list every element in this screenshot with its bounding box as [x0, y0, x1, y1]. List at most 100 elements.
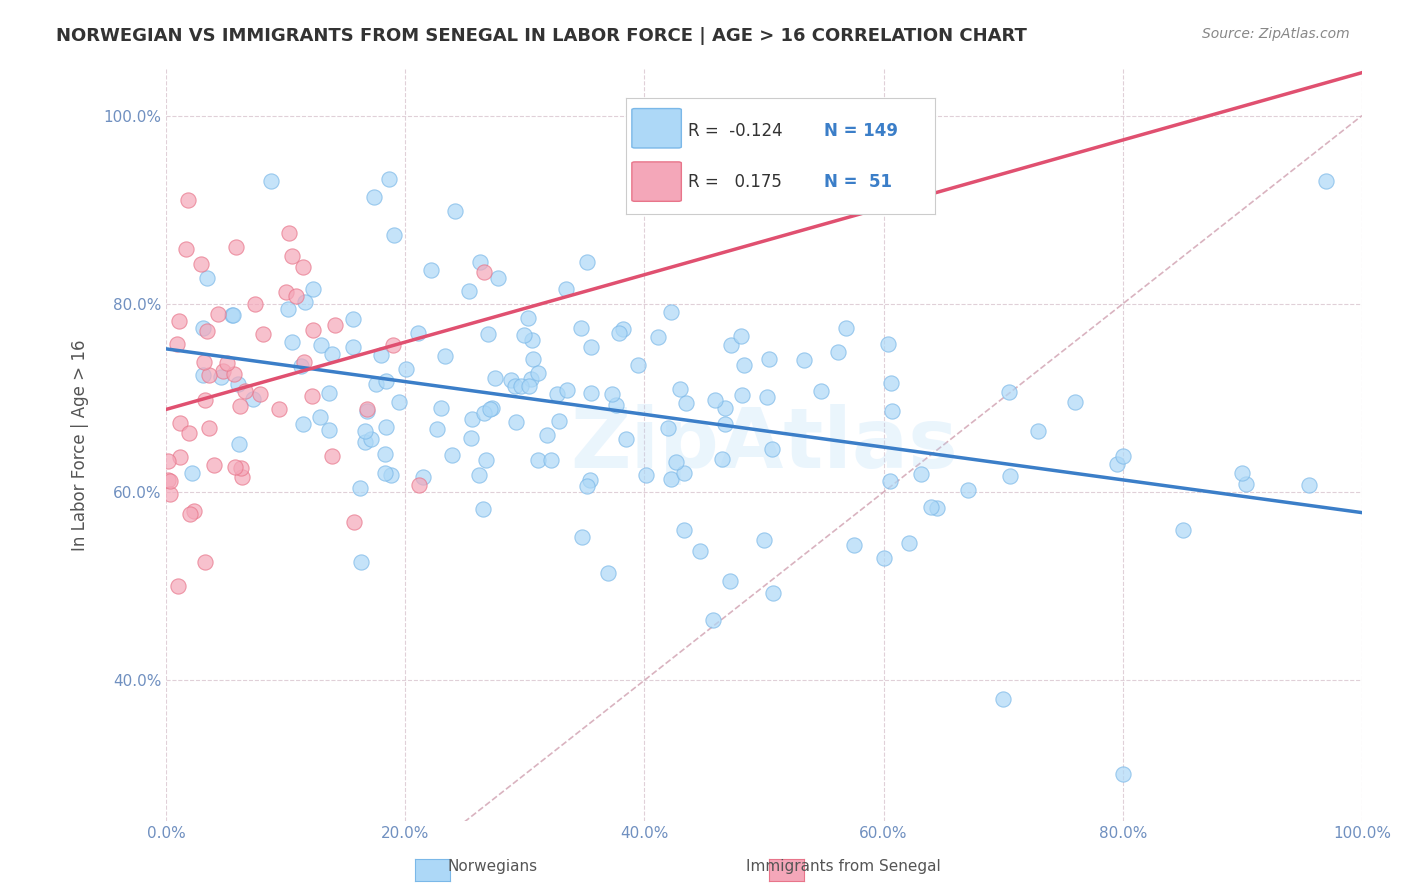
Norwegians — [1063, 394, 1085, 409]
Norwegians — [281, 334, 304, 349]
Immigrants from Senegal — [198, 368, 221, 382]
Text: N = 149: N = 149 — [824, 121, 897, 139]
Norwegians — [419, 263, 441, 277]
Immigrants from Senegal — [281, 249, 304, 263]
Norwegians — [375, 420, 398, 434]
Immigrants from Senegal — [159, 487, 181, 501]
Norwegians — [191, 368, 214, 382]
Immigrants from Senegal — [274, 285, 297, 299]
Norwegians — [877, 336, 900, 351]
Immigrants from Senegal — [207, 307, 229, 321]
Norwegians — [665, 455, 688, 469]
Immigrants from Senegal — [156, 454, 179, 468]
Norwegians — [364, 377, 387, 392]
Norwegians — [872, 550, 894, 565]
Norwegians — [536, 428, 558, 442]
Norwegians — [527, 366, 550, 380]
Norwegians — [440, 448, 463, 462]
Immigrants from Senegal — [169, 450, 191, 465]
Text: Norwegians: Norwegians — [447, 859, 537, 874]
Immigrants from Senegal — [225, 240, 247, 254]
Immigrants from Senegal — [197, 421, 219, 435]
Immigrants from Senegal — [243, 297, 266, 311]
Text: NORWEGIAN VS IMMIGRANTS FROM SENEGAL IN LABOR FORCE | AGE > 16 CORRELATION CHART: NORWEGIAN VS IMMIGRANTS FROM SENEGAL IN … — [56, 27, 1028, 45]
Norwegians — [993, 692, 1015, 706]
Norwegians — [430, 401, 453, 416]
Immigrants from Senegal — [169, 313, 191, 327]
Norwegians — [461, 412, 484, 426]
Norwegians — [517, 378, 540, 392]
Norwegians — [672, 523, 695, 537]
Norwegians — [675, 396, 697, 410]
Norwegians — [479, 402, 502, 417]
Immigrants from Senegal — [301, 323, 323, 337]
Norwegians — [998, 469, 1021, 483]
Immigrants from Senegal — [193, 355, 215, 369]
Norwegians — [1112, 449, 1135, 463]
Norwegians — [520, 371, 543, 385]
Norwegians — [426, 422, 449, 436]
Norwegians — [363, 189, 385, 203]
Norwegians — [842, 539, 865, 553]
Immigrants from Senegal — [233, 384, 256, 398]
Immigrants from Senegal — [291, 260, 314, 275]
Norwegians — [555, 383, 578, 397]
Immigrants from Senegal — [183, 504, 205, 518]
Norwegians — [546, 387, 568, 401]
Norwegians — [342, 340, 364, 354]
Norwegians — [517, 311, 540, 326]
Norwegians — [321, 347, 343, 361]
Norwegians — [578, 473, 600, 487]
Norwegians — [758, 351, 780, 366]
Immigrants from Senegal — [194, 393, 217, 408]
Norwegians — [596, 566, 619, 581]
Norwegians — [388, 394, 411, 409]
Immigrants from Senegal — [292, 355, 315, 369]
Norwegians — [579, 340, 602, 354]
Norwegians — [702, 613, 724, 627]
Immigrants from Senegal — [343, 515, 366, 529]
Norwegians — [505, 415, 527, 429]
Norwegians — [925, 501, 948, 516]
Immigrants from Senegal — [278, 227, 301, 241]
Norwegians — [474, 452, 496, 467]
Immigrants from Senegal — [176, 242, 198, 256]
Norwegians — [997, 384, 1019, 399]
Norwegians — [460, 431, 482, 445]
Norwegians — [793, 352, 815, 367]
Norwegians — [468, 254, 491, 268]
Norwegians — [647, 329, 669, 343]
Norwegians — [714, 417, 737, 432]
Norwegians — [527, 453, 550, 467]
Norwegians — [412, 470, 434, 484]
Norwegians — [540, 453, 562, 467]
Norwegians — [382, 228, 405, 243]
Norwegians — [673, 466, 696, 480]
Immigrants from Senegal — [177, 193, 200, 207]
Immigrants from Senegal — [231, 469, 253, 483]
Norwegians — [374, 448, 396, 462]
Norwegians — [228, 437, 250, 451]
Norwegians — [555, 282, 578, 296]
Norwegians — [761, 442, 783, 456]
Norwegians — [277, 301, 299, 316]
Norwegians — [1298, 478, 1320, 492]
Immigrants from Senegal — [166, 336, 188, 351]
Text: Immigrants from Senegal: Immigrants from Senegal — [747, 859, 941, 874]
Norwegians — [659, 305, 682, 319]
Norwegians — [731, 388, 754, 402]
Norwegians — [350, 555, 373, 569]
Norwegians — [342, 312, 364, 326]
Norwegians — [354, 424, 377, 438]
Norwegians — [1105, 457, 1128, 471]
Norwegians — [434, 350, 457, 364]
Norwegians — [503, 378, 526, 392]
Norwegians — [762, 586, 785, 600]
Immigrants from Senegal — [321, 449, 343, 463]
Norwegians — [704, 393, 727, 408]
Norwegians — [481, 401, 503, 415]
Norwegians — [294, 294, 316, 309]
Norwegians — [827, 344, 849, 359]
Norwegians — [309, 410, 332, 425]
Norwegians — [354, 434, 377, 449]
